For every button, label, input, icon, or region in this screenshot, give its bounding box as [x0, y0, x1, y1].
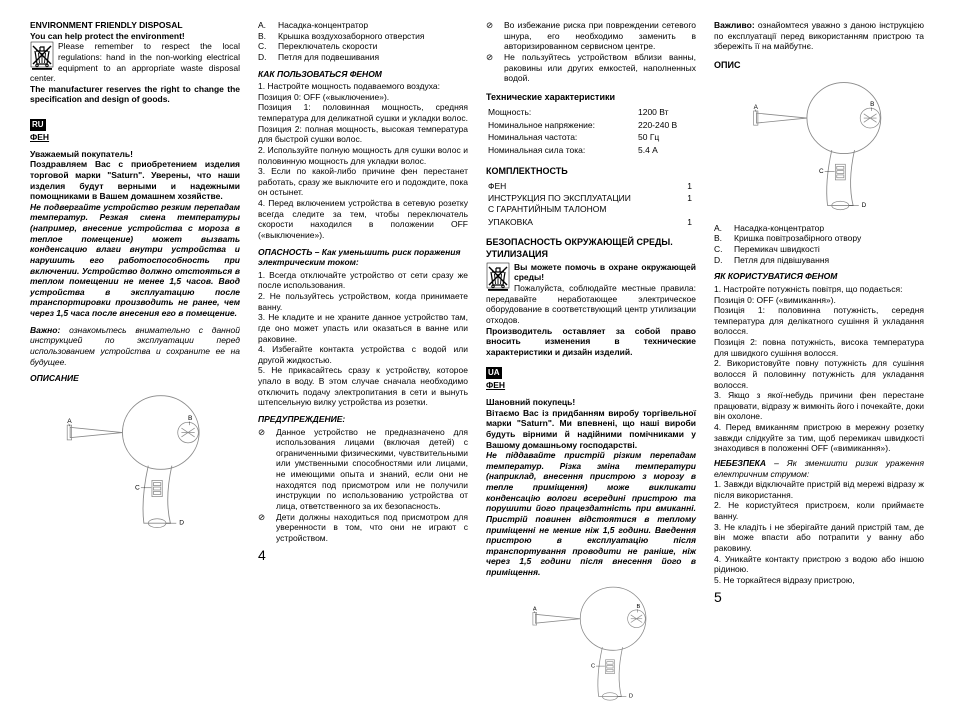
ua-intro1: Шановний покупець!: [486, 397, 696, 408]
set-heading: КОМПЛЕКТНОСТЬ: [486, 166, 696, 177]
ua-intro2: Вітаємо Вас із придбанням виробу торгіве…: [486, 408, 696, 451]
desc-heading: ОПИСАНИЕ: [30, 373, 240, 384]
dryer-diagram-ua2: [714, 79, 924, 214]
dryer-diagram: [30, 392, 240, 532]
prec-heading: ПРЕДУПРЕЖДЕНИЕ:: [258, 414, 468, 425]
env-text2: The manufacturer reserves the right to c…: [30, 84, 240, 105]
page-number-4: 4: [258, 547, 468, 565]
danger-heading: ОПАСНОСТЬ – Как уменьшить риск поражения…: [258, 247, 468, 268]
column-4: Важливо: ознайомтеся уважно з даною інст…: [714, 20, 924, 665]
env-sub: You can help protect the environment!: [30, 31, 240, 42]
column-1: ENVIRONMENT FRIENDLY DISPOSAL You can he…: [30, 20, 240, 665]
page-number-5: 5: [714, 589, 924, 607]
ua-warning: Не піддавайте пристрій різким перепадам …: [486, 450, 696, 578]
desc-heading-ua: ОПИС: [714, 60, 924, 71]
how-heading: КАК ПОЛЬЗОВАТЬСЯ ФЕНОМ: [258, 69, 468, 80]
ru-heading: ФЕН: [30, 132, 49, 142]
ru-important: Важно: ознакомьтесь внимательно с данной…: [30, 325, 240, 368]
how-heading-ua: ЯК КОРИСТУВАТИСЯ ФЕНОМ: [714, 271, 924, 282]
weee-icon: [30, 41, 54, 71]
env-text1: Please remember to respect the local reg…: [30, 41, 240, 84]
weee-icon: [486, 262, 510, 292]
lang-ua-tag: UA: [486, 367, 502, 379]
column-2: A.Насадка-концентратор B.Крышка воздухоз…: [258, 20, 468, 665]
ua-heading: ФЕН: [486, 380, 505, 390]
safe-sub: Вы можете помочь в охране окружающей сре…: [514, 262, 696, 283]
ru-intro1: Уважаемый покупатель!: [30, 149, 240, 160]
column-3: ⊘Во избежание риска при повреждении сете…: [486, 20, 696, 665]
part-c: C.Переключатель скорости: [258, 41, 468, 52]
safe-text: Пожалуйста, соблюдайте местные правила: …: [486, 283, 696, 326]
set-table: ФЕН1 ИНСТРУКЦИЯ ПО ЭКСПЛУАТАЦИИ С ГАРАНТ…: [486, 179, 696, 230]
lang-ru-tag: RU: [30, 119, 46, 131]
spec-table: Мощность:1200 Вт Номинальное напряжение:…: [486, 105, 696, 158]
ru-warning: Не подвергайте устройство резким перепад…: [30, 202, 240, 319]
part-a: A.Насадка-концентратор: [258, 20, 468, 31]
dryer-diagram-ua: [486, 584, 696, 704]
env-title: ENVIRONMENT FRIENDLY DISPOSAL: [30, 20, 240, 31]
safe-text2: Производитель оставляет за собой право в…: [486, 326, 696, 358]
part-d: D.Петля для подвешивания: [258, 52, 468, 63]
safe-heading: БЕЗОПАСНОСТЬ ОКРУЖАЮЩЕЙ СРЕДЫ. УТИЛИЗАЦИ…: [486, 237, 696, 260]
ru-intro2: Поздравляем Вас с приобретением изделия …: [30, 159, 240, 202]
tech-heading: Технические характеристики: [486, 92, 696, 103]
part-b: B.Крышка воздухозаборного отверстия: [258, 31, 468, 42]
ua-important: Важливо: ознайомтеся уважно з даною інст…: [714, 20, 924, 52]
